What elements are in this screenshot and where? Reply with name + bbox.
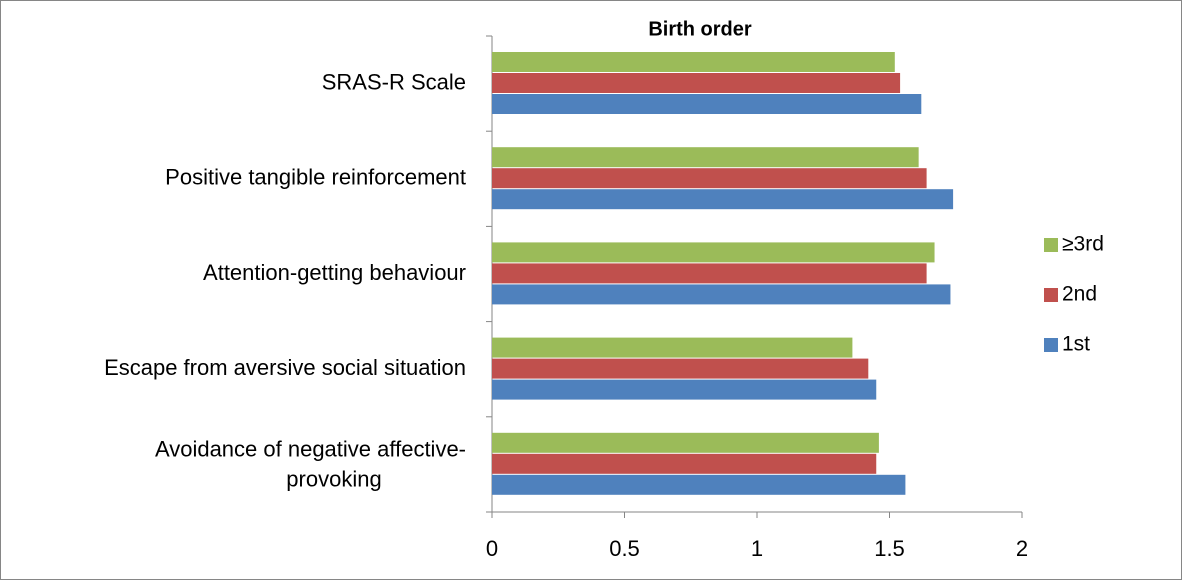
- y-tick-label: Escape from aversive social situation: [104, 355, 466, 380]
- legend-label: 2nd: [1062, 283, 1097, 306]
- chart-title: Birth order: [648, 18, 752, 40]
- bar: [492, 432, 879, 453]
- bar: [492, 358, 869, 379]
- bar: [492, 168, 927, 189]
- bar: [492, 147, 919, 168]
- bar: [492, 284, 951, 305]
- bar: [492, 189, 954, 210]
- bar: [492, 453, 877, 474]
- y-tick-label: Avoidance of negative affective-provokin…: [155, 436, 466, 491]
- legend-swatch: [1044, 238, 1058, 252]
- bar: [492, 263, 927, 284]
- bar: [492, 73, 901, 93]
- x-tick-label: 0: [486, 536, 498, 561]
- legend-swatch: [1044, 288, 1058, 302]
- legend-swatch: [1044, 338, 1058, 352]
- legend-label: 1st: [1062, 333, 1090, 356]
- x-tick-label: 1.5: [874, 536, 905, 561]
- bar: [492, 52, 895, 72]
- bar: [492, 242, 935, 263]
- bar: [492, 94, 922, 114]
- bar: [492, 337, 853, 358]
- bar: [492, 379, 877, 400]
- y-tick-label: Attention-getting behaviour: [203, 260, 466, 285]
- x-tick-label: 1: [751, 536, 763, 561]
- y-tick-label: SRAS-R Scale: [322, 69, 466, 94]
- bar: [492, 474, 906, 495]
- x-tick-label: 0.5: [609, 536, 640, 561]
- legend-label: ≥3rd: [1062, 233, 1104, 256]
- y-tick-label: Positive tangible reinforcement: [165, 165, 466, 190]
- x-tick-label: 2: [1016, 536, 1028, 561]
